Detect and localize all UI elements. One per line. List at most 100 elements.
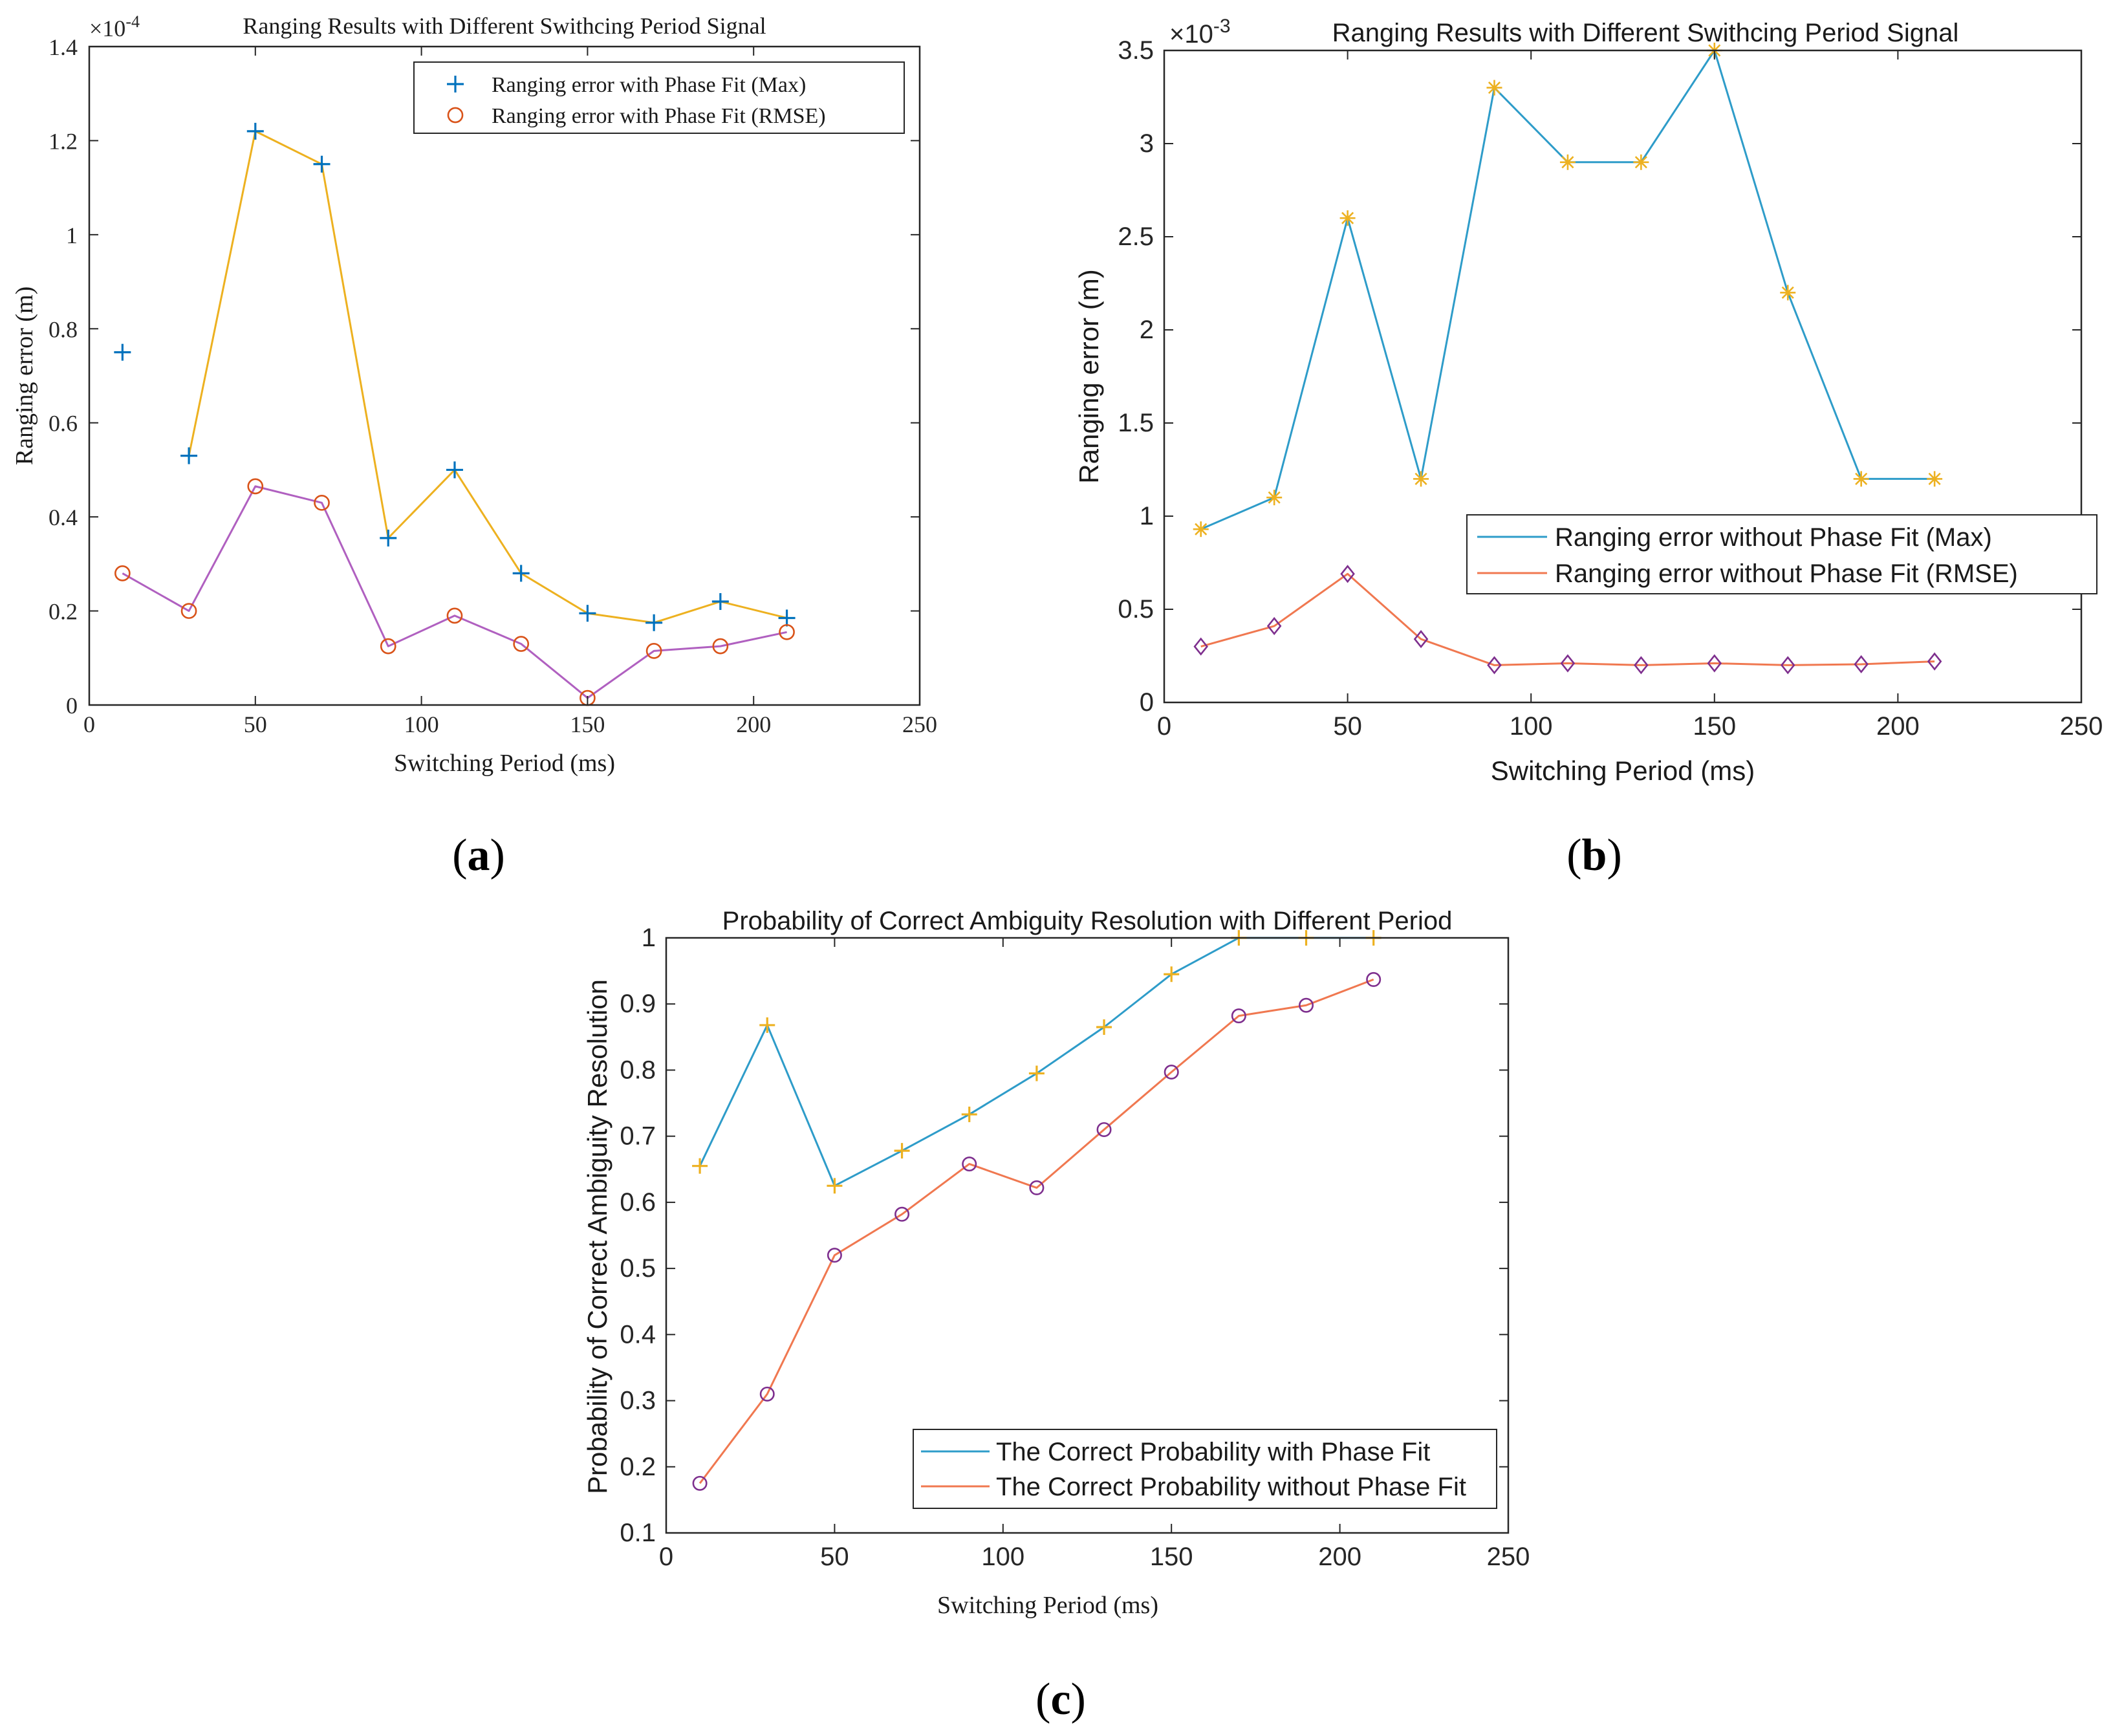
- x-tick-label: 0: [1157, 712, 1171, 741]
- x-tick-label: 200: [1318, 1543, 1361, 1571]
- y-axis-label-b: Ranging error (m): [1074, 269, 1104, 483]
- data-point-marker: [827, 1248, 842, 1263]
- y-axis-label-c: Probability of Correct Ambiguity Resolut…: [582, 979, 612, 1494]
- data-point-marker: [1413, 629, 1429, 649]
- data-point-marker: [692, 1158, 708, 1174]
- series-line-second: [122, 485, 787, 699]
- data-point-marker: [1366, 971, 1382, 987]
- x-tick-label: 50: [1333, 712, 1362, 741]
- ticks-a: 0 50 100 150 200 250 0 0.2 0.4 0.6 0.8 1 1.2 1.4: [49, 34, 937, 737]
- y-tick-label: 3.5: [1118, 36, 1154, 65]
- data-point-marker: [827, 1178, 843, 1194]
- data-point-marker: [1559, 154, 1576, 170]
- data-point-marker: [1193, 521, 1209, 537]
- y-tick-label: 1.5: [1118, 409, 1154, 437]
- data-point-marker: [313, 155, 331, 173]
- panel-label-close-c: ): [1071, 1675, 1086, 1724]
- data-point-marker: [114, 343, 131, 361]
- data-point-marker: [246, 122, 264, 140]
- y-tick-label: 0.6: [49, 411, 78, 437]
- data-point-marker: [1029, 1180, 1045, 1195]
- x-tick-label: 200: [1876, 712, 1920, 741]
- x-tick-label: 150: [570, 711, 605, 737]
- data-point-marker: [114, 565, 131, 581]
- series-line-second: [699, 978, 1374, 1484]
- y-tick-label: 0.4: [49, 505, 78, 530]
- legend-entry-rmse-b: Ranging error without Phase Fit (RMSE): [1555, 559, 2018, 588]
- data-point-marker: [1339, 210, 1356, 226]
- data-point-marker: [446, 607, 463, 624]
- y-tick-label: 0.8: [620, 1056, 656, 1084]
- panel-label-c: (c): [1035, 1675, 1086, 1724]
- ticks-c: 0 50 100 150 200 250 0.1 0.2 0.3 0.4 0.5 0.6 0.7 0.8 0…: [620, 924, 1530, 1571]
- series-line-second: [1200, 572, 1935, 666]
- data-point-marker: [446, 461, 463, 479]
- chart-panel-a: 0 50 100 150 200 250 0 0.2 0.4 0.6 0.8 1 1.2 1.4 Rang…: [11, 12, 937, 880]
- x-tick-label: 150: [1693, 712, 1736, 741]
- legend-entry-with-c: The Correct Probability with Phase Fit: [996, 1438, 1430, 1466]
- data-point-marker: [1854, 655, 1869, 674]
- axes-box-b: [1163, 49, 2083, 704]
- data-point-marker: [314, 494, 330, 511]
- x-tick-label: 100: [1510, 712, 1553, 741]
- data-point-marker: [712, 638, 729, 655]
- data-point-marker: [180, 447, 198, 464]
- y-tick-label: 1.2: [49, 128, 78, 154]
- y-tick-label: 0.8: [49, 316, 78, 342]
- data-point-marker: [759, 1386, 775, 1402]
- data-point-marker: [779, 624, 795, 640]
- data-point-marker: [962, 1156, 977, 1172]
- panel-label-letter-b: b: [1582, 830, 1607, 880]
- panel-label-letter-a: a: [468, 830, 490, 880]
- panel-label-open-a: (: [452, 830, 467, 880]
- data-point-marker: [1633, 154, 1649, 170]
- data-point-marker: [759, 1017, 775, 1033]
- x-tick-label: 100: [404, 711, 439, 737]
- data-point-marker: [1413, 471, 1429, 487]
- data-point-marker: [894, 1206, 910, 1222]
- data-point-marker: [1164, 1065, 1179, 1080]
- data-point-marker: [1927, 652, 1942, 671]
- panel-label-a: (a): [452, 830, 505, 880]
- y-tick-label: 3: [1140, 129, 1154, 158]
- legend-b: Ranging error without Phase Fit (Max) Ra…: [1466, 514, 2097, 594]
- x-tick-label: 250: [1487, 1543, 1530, 1571]
- legend-marker-max-a: [447, 76, 464, 92]
- data-point-marker: [1780, 656, 1795, 675]
- y-tick-label: 0: [1140, 688, 1154, 717]
- panel-label-close-a: ): [490, 830, 505, 880]
- data-point-marker: [711, 593, 729, 611]
- data-point-marker: [894, 1143, 910, 1159]
- data-point-marker: [1340, 565, 1355, 583]
- data-point-marker: [1231, 1008, 1246, 1024]
- x-tick-label: 150: [1150, 1543, 1193, 1571]
- exponent-label-a: ×10-4: [89, 12, 140, 41]
- series-line-first: [188, 130, 787, 624]
- data-point-marker: [1634, 656, 1649, 675]
- y-tick-label: 0.7: [620, 1122, 656, 1151]
- series-line-first: [1200, 49, 1935, 530]
- y-tick-label: 0.5: [620, 1254, 656, 1283]
- data-point-marker: [512, 565, 530, 582]
- y-tick-label: 2.5: [1118, 222, 1154, 251]
- data-point-marker: [778, 609, 796, 627]
- legend-marker: [447, 76, 464, 92]
- y-tick-label: 2: [1140, 316, 1154, 344]
- x-tick-label: 0: [659, 1543, 673, 1571]
- x-tick-label: 0: [83, 711, 95, 737]
- y-tick-label: 1: [1140, 502, 1154, 530]
- data-point-marker: [380, 529, 397, 547]
- data-point-marker: [692, 1475, 708, 1491]
- legend-box-c: [913, 1429, 1497, 1509]
- x-axis-label-b: Switching Period (ms): [1491, 755, 1755, 786]
- data-point-marker: [645, 614, 663, 631]
- legend-a: Ranging error with Phase Fit (Max) Rangi…: [413, 61, 905, 134]
- data-point-marker: [1096, 1122, 1112, 1137]
- data-point-marker: [1266, 616, 1282, 636]
- data-point-marker: [961, 1106, 977, 1122]
- data-point-marker: [380, 638, 396, 655]
- exponent-label-b: ×10-3: [1169, 16, 1231, 49]
- y-axis-label-a: Ranging error (m): [11, 287, 38, 465]
- x-tick-label: 100: [981, 1543, 1024, 1571]
